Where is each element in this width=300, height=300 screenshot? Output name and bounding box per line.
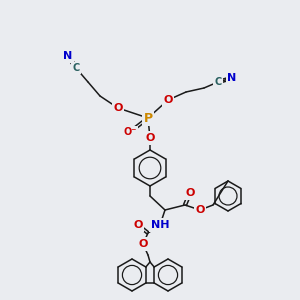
Text: O: O [113,103,123,113]
Text: P: P [143,112,153,124]
Text: O: O [133,220,143,230]
Text: O: O [185,188,195,198]
Text: N: N [63,51,73,61]
Text: N: N [227,73,237,83]
Text: O: O [138,239,148,249]
Text: O: O [145,133,155,143]
Text: O: O [195,205,205,215]
Text: NH: NH [151,220,169,230]
Text: C: C [72,63,80,73]
Text: O⁻: O⁻ [123,127,137,137]
Text: C: C [214,77,222,87]
Text: O: O [163,95,173,105]
